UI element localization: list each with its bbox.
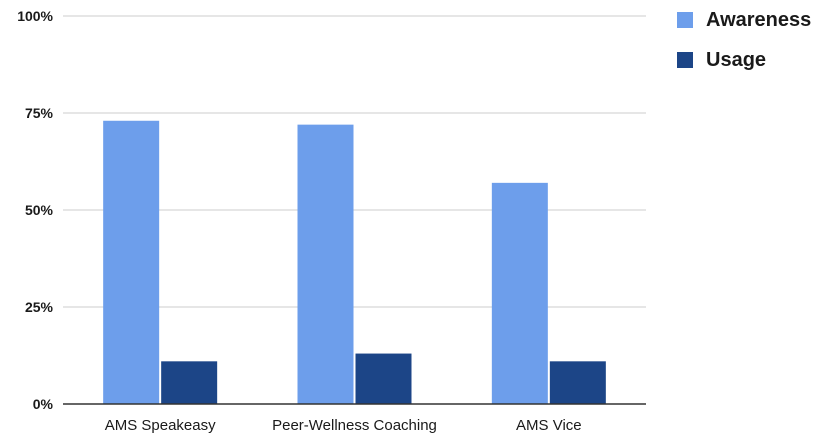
bar-awareness-1[interactable] <box>103 120 160 404</box>
bar-awareness-3[interactable] <box>491 182 548 404</box>
x-axis-tick-labels: AMS Speakeasy Peer-Wellness Coaching AMS V… <box>105 417 582 433</box>
x-tick-label: AMS Vice <box>516 417 582 433</box>
legend-item-awareness[interactable]: Awareness <box>677 6 811 34</box>
bar-usage-2[interactable] <box>355 353 412 404</box>
bar-usage-3[interactable] <box>549 361 606 404</box>
legend-swatch-awareness <box>677 12 693 28</box>
legend: Awareness Usage <box>677 6 811 86</box>
gridlines <box>63 15 646 308</box>
bars <box>103 120 606 404</box>
x-tick-label: AMS Speakeasy <box>105 417 216 433</box>
legend-item-usage[interactable]: Usage <box>677 46 811 74</box>
y-tick-label: 0% <box>33 396 54 412</box>
y-axis-tick-labels: 0% 25% 50% 75% 100% <box>17 8 53 412</box>
x-tick-label: Peer-Wellness Coaching <box>272 417 437 433</box>
bar-usage-1[interactable] <box>161 361 218 404</box>
legend-label-awareness: Awareness <box>706 8 812 31</box>
y-tick-label: 25% <box>25 299 54 315</box>
legend-swatch-usage <box>677 52 693 68</box>
bar-awareness-2[interactable] <box>297 124 354 404</box>
y-tick-label: 100% <box>17 8 53 24</box>
y-tick-label: 75% <box>25 105 54 121</box>
y-tick-label: 50% <box>25 202 54 218</box>
legend-label-usage: Usage <box>706 48 767 71</box>
